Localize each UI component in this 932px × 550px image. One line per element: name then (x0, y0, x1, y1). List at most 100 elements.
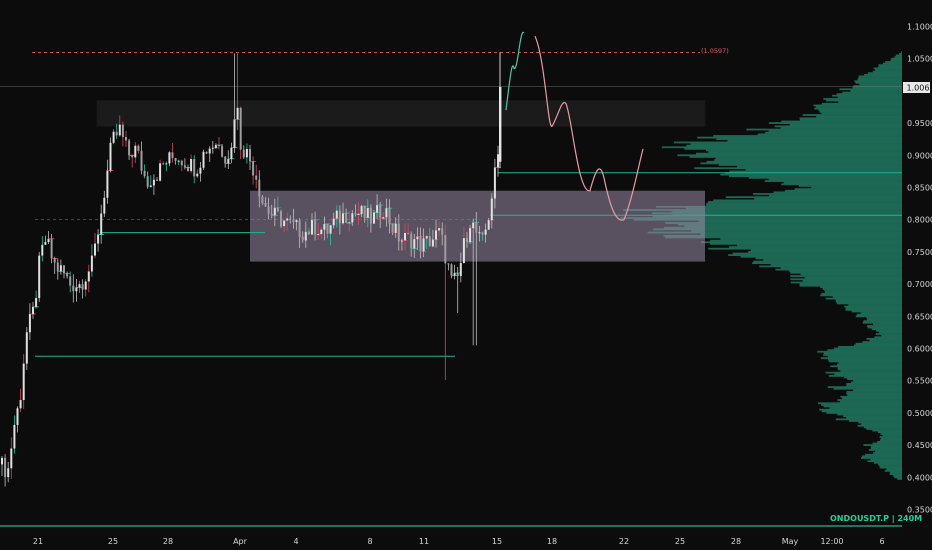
candle-body (47, 238, 50, 243)
profile-bar (830, 365, 902, 368)
chart-labels: (1.0597) 1.0067 ONDOUSDT.P | 240M (701, 47, 932, 523)
profile-bar (824, 291, 902, 294)
profile-bar (620, 217, 902, 219)
profile-bar (873, 452, 902, 455)
profile-bar (708, 151, 902, 153)
candle-body (394, 223, 397, 233)
profile-bar (842, 91, 902, 94)
profile-bar (725, 196, 902, 199)
profile-bar (846, 416, 902, 419)
profile-bar (802, 114, 902, 116)
candle-body (493, 167, 496, 199)
candle-body (472, 222, 475, 228)
profile-bar (802, 279, 902, 282)
candle-body (63, 265, 65, 274)
profile-bar (769, 194, 902, 197)
profile-bar (835, 299, 902, 302)
candle-body (326, 223, 329, 234)
profile-bar (765, 131, 902, 134)
candle-body (360, 206, 363, 214)
volume-profile (620, 51, 902, 480)
candle-body (292, 219, 295, 223)
profile-bar (837, 413, 902, 416)
profile-bar (799, 118, 902, 121)
candle-body (97, 234, 100, 244)
profile-bar (837, 368, 902, 371)
profile-bar (853, 379, 902, 382)
profile-bar (823, 98, 902, 100)
profile-bar (866, 337, 902, 340)
candle-body (162, 163, 165, 165)
candle-body (397, 223, 400, 242)
profile-bar (633, 218, 902, 221)
profile-bar (840, 400, 902, 403)
candle-body (214, 145, 217, 148)
profile-bar (829, 407, 902, 409)
profile-bar (799, 117, 902, 120)
candle-body (435, 230, 437, 240)
profile-bar (706, 160, 902, 163)
candle-body (342, 213, 344, 224)
profile-bar (837, 399, 902, 401)
profile-bar (846, 392, 902, 395)
candle-body (438, 228, 441, 231)
profile-bar (835, 418, 902, 421)
profile-bar (665, 222, 902, 224)
profile-bar (824, 289, 902, 292)
candle-body (7, 468, 10, 478)
candle-body (441, 228, 444, 235)
profile-bar (773, 191, 902, 194)
profile-bar (694, 167, 902, 170)
x-tick-label: 11 (419, 537, 429, 546)
profile-bar (838, 101, 902, 104)
candle-body (363, 206, 366, 218)
profile-bar (754, 197, 902, 200)
profile-bar (823, 354, 902, 356)
profile-bar (695, 152, 902, 155)
profile-bar (827, 386, 902, 389)
profile-bar (879, 331, 902, 334)
profile-bar (822, 288, 902, 290)
profile-bar (850, 90, 902, 92)
profile-bar (706, 202, 902, 205)
profile-bar (799, 284, 902, 287)
symbol-label: ONDOUSDT.P | 240M (830, 514, 922, 523)
profile-bar (729, 170, 902, 173)
candle-body (351, 213, 354, 223)
profile-bar (845, 307, 902, 310)
candle-body (425, 236, 428, 239)
profile-bar (834, 373, 902, 376)
candle-body (289, 218, 292, 220)
candle-body (348, 222, 351, 224)
candle-body (131, 155, 134, 158)
x-tick-label: 21 (33, 537, 43, 546)
projection-path (505, 32, 644, 221)
profile-bar (746, 128, 902, 131)
candle-body (304, 231, 307, 241)
profile-bar (794, 188, 902, 191)
profile-bar (870, 445, 902, 448)
profile-bar (753, 260, 902, 263)
candle-body (332, 218, 335, 226)
x-tick-label: Apr (233, 537, 248, 546)
profile-bar (873, 323, 902, 326)
x-axis[interactable]: 21 25 28 Apr 4 8 11 15 18 22 25 28 May 12:00 6 (33, 537, 885, 546)
profile-bar (825, 297, 902, 300)
profile-bar (727, 139, 902, 142)
profile-bar (700, 233, 902, 236)
profile-bar (867, 460, 902, 463)
profile-bar (757, 133, 902, 136)
profile-bar (728, 254, 902, 257)
current-price-label: 1.0067 (907, 84, 932, 93)
profile-bar (865, 453, 902, 456)
profile-bar (828, 358, 902, 361)
profile-bar (873, 67, 902, 70)
candle-body (242, 149, 245, 158)
levels (0, 52, 902, 527)
candle-body (159, 163, 162, 181)
